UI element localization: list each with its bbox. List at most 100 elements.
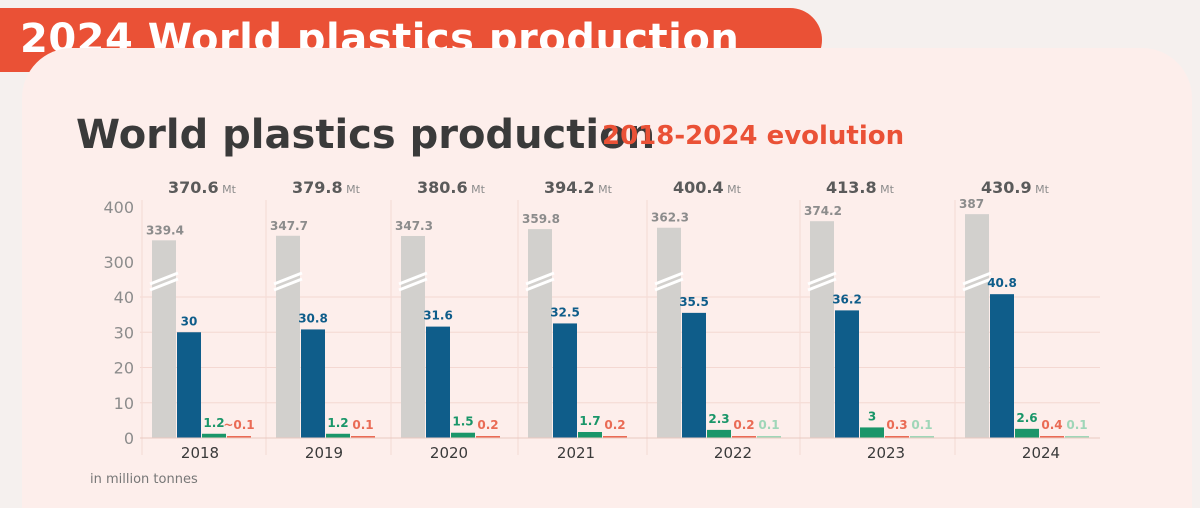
x-tick-label: 2024	[1022, 444, 1060, 462]
value-label-2022-grey: 362.3	[651, 211, 689, 225]
value-label-2019-red: 0.1	[352, 418, 373, 432]
total-unit: Mt	[468, 183, 486, 196]
total-label-2022: 400.4 Mt	[673, 178, 742, 197]
total-unit: Mt	[219, 183, 237, 196]
value-label-2022-lightgreen: 0.1	[758, 418, 779, 432]
value-label-2019-blue: 30.8	[298, 311, 328, 325]
x-tick-label: 2019	[305, 444, 343, 462]
value-label-2021-grey: 359.8	[522, 212, 560, 226]
bar-2021-blue	[553, 323, 577, 438]
x-tick-label: 2020	[430, 444, 468, 462]
bar-2021-grey	[528, 229, 552, 438]
value-label-2020-blue: 31.6	[423, 309, 453, 323]
value-label-2019-grey: 347.7	[270, 219, 308, 233]
bar-2018-grey	[152, 240, 176, 438]
value-label-2024-blue: 40.8	[987, 276, 1017, 290]
bar-2024-grey	[965, 214, 989, 438]
value-label-2022-blue: 35.5	[679, 295, 709, 309]
axis-break-mark	[654, 277, 684, 292]
bar-2024-blue	[990, 294, 1014, 438]
bar-2023-green	[860, 427, 884, 438]
value-label-2024-red: 0.4	[1041, 418, 1062, 432]
unit-note: in million tonnes	[90, 472, 198, 487]
value-label-2023-green: 3	[868, 409, 876, 423]
total-value: 394.2	[544, 178, 595, 197]
total-value: 380.6	[417, 178, 468, 197]
total-unit: Mt	[724, 183, 742, 196]
y-tick-label: 20	[114, 359, 134, 378]
value-label-2019-green: 1.2	[327, 416, 348, 430]
bar-2020-blue	[426, 326, 450, 438]
bar-2022-green	[707, 429, 731, 438]
bar-2021-red	[603, 436, 627, 438]
value-label-2018-green: 1.2	[203, 416, 224, 430]
y-tick-label: 0	[124, 429, 134, 448]
value-label-2021-green: 1.7	[579, 414, 600, 428]
y-tick-label: 400	[103, 198, 134, 217]
axis-break-mark	[962, 277, 992, 292]
total-value: 413.8	[826, 178, 877, 197]
total-label-2020: 380.6 Mt	[417, 178, 486, 197]
bar-2022-red	[732, 436, 756, 438]
axis-break-mark	[525, 271, 555, 286]
value-label-2023-grey: 374.2	[804, 204, 842, 218]
total-unit: Mt	[877, 183, 895, 196]
axis-break-mark	[525, 277, 555, 292]
bar-2019-green	[326, 433, 350, 438]
y-tick-label: 300	[103, 253, 134, 272]
bar-2021-green	[578, 432, 602, 438]
value-label-2021-blue: 32.5	[550, 305, 580, 319]
bar-2019-red	[351, 436, 375, 438]
axis-break-mark	[962, 271, 992, 286]
bar-2022-blue	[682, 312, 706, 438]
axis-break-mark	[807, 271, 837, 286]
axis-break-mark	[273, 271, 303, 286]
bar-2018-red	[227, 436, 251, 438]
bar-2019-grey	[276, 235, 300, 438]
value-label-2018-red: ~0.1	[223, 418, 254, 432]
value-label-2023-lightgreen: 0.1	[911, 418, 932, 432]
bar-2023-red	[885, 436, 909, 438]
total-value: 379.8	[292, 178, 343, 197]
bar-2024-red	[1040, 436, 1064, 438]
axis-break-mark	[398, 271, 428, 286]
total-unit: Mt	[343, 183, 361, 196]
value-label-2020-red: 0.2	[477, 418, 498, 432]
bar-2020-grey	[401, 235, 425, 438]
value-label-2024-grey: 387	[959, 197, 984, 211]
x-tick-label: 2018	[181, 444, 219, 462]
total-label-2024: 430.9 Mt	[981, 178, 1050, 197]
value-label-2020-grey: 347.3	[395, 219, 433, 233]
value-label-2020-green: 1.5	[452, 415, 473, 429]
value-label-2022-green: 2.3	[708, 412, 729, 426]
bar-2020-red	[476, 436, 500, 438]
bar-2022-grey	[657, 227, 681, 438]
bar-2022-lightgreen	[757, 436, 781, 438]
total-label-2023: 413.8 Mt	[826, 178, 895, 197]
bar-2023-lightgreen	[910, 436, 934, 438]
total-value: 400.4	[673, 178, 724, 197]
total-unit: Mt	[595, 183, 613, 196]
axis-break-mark	[654, 271, 684, 286]
x-tick-label: 2022	[714, 444, 752, 462]
total-value: 430.9	[981, 178, 1032, 197]
value-label-2024-lightgreen: 0.1	[1066, 418, 1087, 432]
bar-2018-blue	[177, 332, 201, 438]
value-label-2021-red: 0.2	[604, 418, 625, 432]
total-label-2019: 379.8 Mt	[292, 178, 361, 197]
bar-2020-green	[451, 432, 475, 438]
total-unit: Mt	[1032, 183, 1050, 196]
y-tick-label: 30	[114, 323, 134, 342]
axis-break-mark	[149, 277, 179, 292]
bar-2019-blue	[301, 329, 325, 438]
bar-2024-green	[1015, 428, 1039, 438]
value-label-2024-green: 2.6	[1016, 411, 1037, 425]
x-tick-label: 2023	[867, 444, 905, 462]
chart-subtitle: 2018-2024 evolution	[602, 121, 905, 151]
value-label-2022-red: 0.2	[733, 418, 754, 432]
chart-title: World plastics production	[76, 112, 656, 158]
bar-2023-grey	[810, 221, 834, 438]
value-label-2023-blue: 36.2	[832, 292, 862, 306]
bar-2024-lightgreen	[1065, 436, 1089, 438]
